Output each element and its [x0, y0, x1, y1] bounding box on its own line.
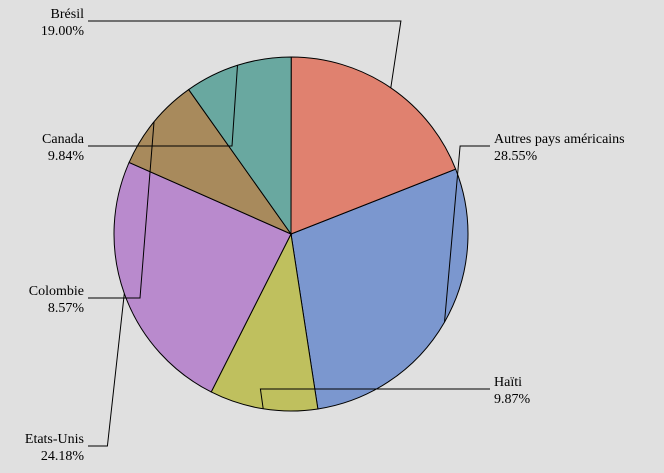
leader-line	[88, 20, 402, 88]
slice-label: Haïti	[494, 375, 522, 390]
slice-label: Brésil	[51, 7, 85, 22]
leader-line	[88, 65, 238, 147]
slice-value-label: 19.00%	[41, 24, 85, 39]
leader-lines	[88, 20, 490, 447]
slice-value-label: 9.87%	[494, 392, 531, 407]
slice-label: Canada	[42, 132, 85, 147]
pie-slices	[113, 56, 469, 412]
slice-value-label: 28.55%	[494, 149, 538, 164]
leader-line	[88, 121, 155, 299]
leader-line	[444, 145, 490, 323]
slice-value-label: 24.18%	[41, 449, 85, 464]
pie-slice	[187, 56, 292, 236]
leader-line	[88, 293, 125, 447]
slice-value-label: 8.57%	[48, 301, 85, 316]
slice-label: Etats-Unis	[25, 432, 84, 447]
slice-label: Autres pays américains	[494, 132, 625, 147]
slice-value-label: 9.84%	[48, 149, 85, 164]
pie-slice	[113, 161, 292, 393]
slice-label: Colombie	[29, 284, 84, 299]
slice-labels: Autres pays américains 28.55% Haïti 9.87% Et…	[25, 7, 625, 464]
leader-line	[259, 388, 490, 409]
pie-slice	[210, 232, 319, 412]
